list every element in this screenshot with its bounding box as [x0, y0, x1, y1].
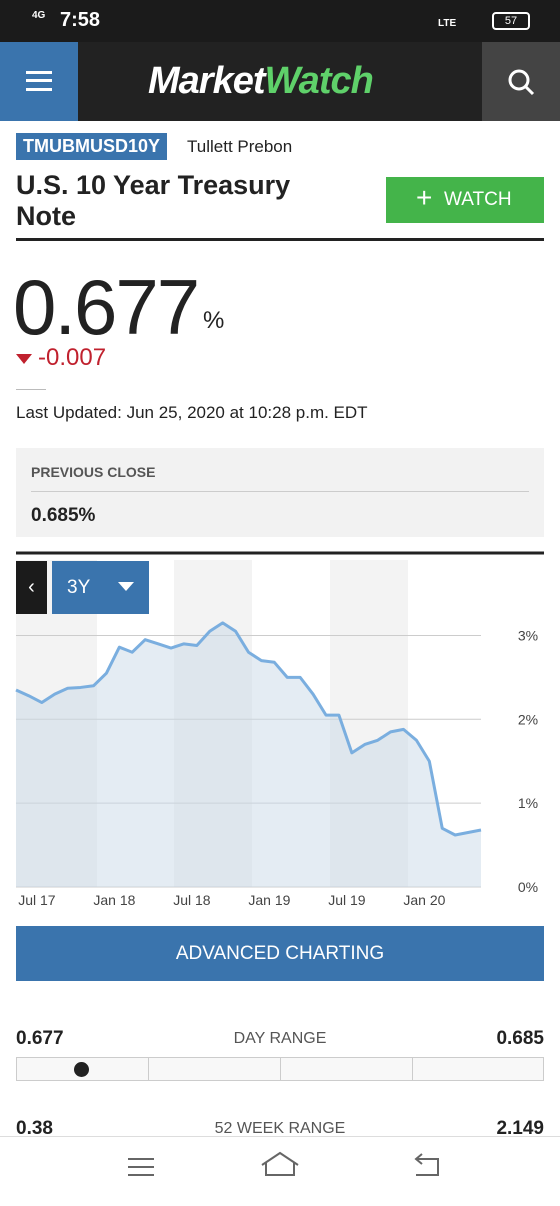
period-label: 3Y	[67, 577, 91, 598]
period-button[interactable]: 3Y	[52, 561, 149, 614]
short-rule	[16, 389, 46, 390]
watch-button[interactable]: + WATCH	[386, 177, 544, 223]
menu-bar	[26, 79, 52, 82]
nav-icons	[128, 1151, 439, 1176]
range-tick	[280, 1058, 281, 1080]
advanced-charting-button[interactable]: ADVANCED CHARTING	[16, 926, 544, 981]
chart: 0% 1% 2% 3% Jul 17 Jan 18 Jul 18 Jan 19 Jul 19 Ja…	[15, 551, 544, 908]
header: MarketWatch	[0, 42, 560, 121]
x-tick-label: Jan 18	[93, 892, 135, 908]
range-tick	[148, 1058, 149, 1080]
watch-label: WATCH	[444, 189, 512, 210]
price-unit: %	[203, 307, 225, 334]
range-tick	[412, 1058, 413, 1080]
lte: LTE	[438, 18, 457, 29]
week-range-high: 2.149	[496, 1118, 544, 1139]
week-range-low: 0.38	[16, 1118, 53, 1139]
nav-bar	[0, 1136, 560, 1200]
last-updated: Last Updated: Jun 25, 2020 at 10:28 p.m.…	[16, 403, 368, 422]
search-button[interactable]	[482, 42, 560, 121]
y-tick-label: 3%	[518, 627, 538, 643]
x-tick-label: Jul 18	[173, 892, 211, 908]
x-tick-label: Jan 20	[403, 892, 445, 908]
logo-watch: Watch	[264, 60, 374, 102]
day-range-high: 0.685	[496, 1028, 544, 1049]
nav-back[interactable]	[414, 1153, 439, 1176]
change: -0.007	[38, 344, 107, 371]
x-tick-label: Jan 19	[248, 892, 290, 908]
area	[16, 622, 481, 887]
day-range-label: DAY RANGE	[233, 1030, 327, 1047]
line	[15, 621, 482, 837]
back-button[interactable]: ‹	[16, 561, 47, 614]
search-icon	[508, 69, 535, 96]
range-marker	[74, 1062, 89, 1077]
y-tick-label: 0%	[518, 879, 538, 895]
previous-close-value: 0.685%	[31, 505, 96, 526]
dropdown-caret	[118, 582, 134, 591]
symbol[interactable]: TMUBMUSD10Y	[16, 133, 168, 160]
previous-close-box: PREVIOUS CLOSE 0.685%	[16, 448, 544, 537]
down-arrow	[16, 354, 32, 364]
logo-market: Market	[148, 60, 265, 102]
battery: 57	[492, 12, 530, 30]
day-range-low: 0.677	[16, 1028, 64, 1049]
time: 7:58	[60, 9, 101, 31]
nav-home[interactable]	[261, 1151, 299, 1176]
x-tick-label: Jul 19	[328, 892, 366, 908]
plus-icon: +	[416, 182, 433, 213]
y-tick-label: 1%	[518, 795, 538, 811]
x-tick-label: Jul 17	[18, 892, 56, 908]
quote-name: U.S. 10 Year Treasury Note	[16, 170, 291, 231]
status-bar: 4G 7:58 LTE 57	[0, 0, 560, 42]
source: Tullett Prebon	[187, 137, 293, 156]
menu-button[interactable]	[0, 42, 78, 121]
week-range-label: 52 WEEK RANGE	[214, 1120, 346, 1137]
previous-close-label: PREVIOUS CLOSE	[31, 464, 156, 480]
network: 4G	[32, 10, 46, 21]
price: 0.677	[13, 263, 200, 351]
y-tick-label: 2%	[518, 711, 538, 727]
previous-close-rule	[31, 491, 529, 492]
logo[interactable]: MarketWatch	[148, 60, 374, 103]
nav-menu[interactable]	[128, 1158, 154, 1176]
day-range-bar	[16, 1057, 544, 1081]
menu-icon	[26, 71, 52, 91]
divider	[16, 238, 544, 241]
